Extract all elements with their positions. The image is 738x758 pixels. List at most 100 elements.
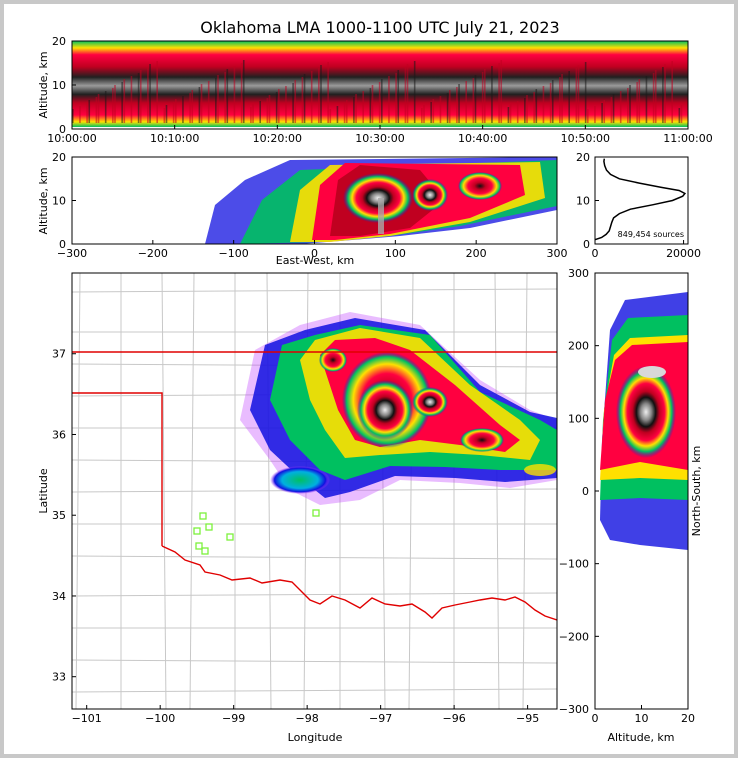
altitude-time-xtick-label: 10:50:00 xyxy=(561,132,610,145)
flash-streak xyxy=(484,69,486,123)
county-line xyxy=(72,555,557,560)
altitude-histogram-panel: 849,454 sources 0 20000 0 10 20 xyxy=(576,151,701,260)
plan-view-ylabel: Latitude xyxy=(37,468,50,514)
flash-streak xyxy=(165,105,168,123)
county-line xyxy=(72,659,557,664)
flash-streak xyxy=(662,67,664,123)
altitude-eastwest-ylabel: Altitude, km xyxy=(37,167,50,234)
plan-view-ytick-label: 34 xyxy=(52,590,66,603)
plan-view-ytick-label: 36 xyxy=(52,428,66,441)
flash-streak xyxy=(526,95,528,123)
flash-streak xyxy=(577,65,580,123)
altitude-eastwest-xtick-label: 100 xyxy=(385,247,406,260)
altitude-eastwest-xtick-label: −200 xyxy=(138,247,168,260)
flash-streak xyxy=(362,91,364,123)
county-line xyxy=(494,273,500,709)
altitude-eastwest-xtick-label: 300 xyxy=(547,247,568,260)
northsouth-altitude-ytick-label: 100 xyxy=(568,412,589,425)
flash-streak xyxy=(266,98,269,123)
county-line xyxy=(72,592,557,597)
flash-streak xyxy=(369,88,372,123)
flash-streak xyxy=(481,72,484,123)
flash-streak xyxy=(430,102,432,123)
flash-streak xyxy=(603,100,606,123)
county-line xyxy=(72,688,557,693)
altitude-time-panel: 10:00:00 10:10:00 10:20:00 10:30:00 10:40:00… xyxy=(37,35,713,145)
altitude-eastwest-ytick-label: 0 xyxy=(59,238,66,251)
flash-streak xyxy=(654,70,657,123)
flash-streak xyxy=(432,99,435,123)
flash-streak xyxy=(627,88,629,123)
flash-streak xyxy=(500,60,503,123)
flash-streak xyxy=(516,101,519,123)
altitude-time-density xyxy=(72,41,688,129)
northsouth-altitude-ytick-label: 300 xyxy=(568,267,589,280)
plan-view-xtick-label: −96 xyxy=(443,712,466,725)
flash-streak xyxy=(619,91,622,123)
flash-streak xyxy=(200,84,203,123)
altitude-time-ylabel: Altitude, km xyxy=(37,51,50,118)
plan-view-xtick-label: −100 xyxy=(145,712,175,725)
flash-streak xyxy=(217,75,219,123)
flash-streak xyxy=(448,90,451,123)
flash-streak xyxy=(224,72,226,123)
lma-station-marker xyxy=(193,527,201,535)
flash-streak xyxy=(198,87,201,123)
flash-streak xyxy=(240,63,243,123)
flash-streak xyxy=(680,105,683,123)
flash-streak xyxy=(535,89,538,123)
county-line xyxy=(522,273,528,709)
flash-streak xyxy=(638,79,641,123)
flash-streak xyxy=(381,79,383,123)
northsouth-altitude-xtick-label: 20 xyxy=(681,712,695,725)
plan-view-xtick-label: −97 xyxy=(369,712,392,725)
altitude-eastwest-xtick-label: 0 xyxy=(311,247,318,260)
flash-streak xyxy=(130,76,133,123)
altitude-eastwest-xlabel: East-West, km xyxy=(276,254,354,267)
flash-streak xyxy=(397,70,400,123)
flash-streak xyxy=(242,60,245,123)
flash-streak xyxy=(233,66,236,123)
altitude-eastwest-panel: −300 −200 −100 0 100 200 300 0 10 20 Altitude, km… xyxy=(37,151,568,267)
flash-streak xyxy=(175,99,177,123)
plan-view-map xyxy=(72,273,557,709)
flash-streak xyxy=(114,85,116,123)
flash-streak xyxy=(559,77,561,123)
northsouth-altitude-ytick-label: −100 xyxy=(559,558,589,571)
flash-streak xyxy=(610,97,613,123)
flash-streak xyxy=(95,97,98,123)
flash-streak xyxy=(303,74,306,123)
plan-view-xtick-label: −99 xyxy=(222,712,245,725)
source-count-annotation: 849,454 sources xyxy=(618,230,684,239)
altitude-eastwest-xtick-label: −300 xyxy=(57,247,87,260)
flash-streak xyxy=(388,76,390,123)
flash-streak xyxy=(371,85,374,123)
lma-station-marker xyxy=(205,523,213,531)
flash-streak xyxy=(465,81,467,123)
plan-view-panel: −101 −100 −99 −98 −97 −96 −95 33 34 35 36 37 Latitu… xyxy=(37,272,558,744)
flash-streak xyxy=(79,106,81,123)
altitude-time-xtick-label: 10:00:00 xyxy=(47,132,96,145)
flash-streak xyxy=(318,68,320,123)
flash-streak xyxy=(343,103,346,123)
flash-streak xyxy=(551,80,554,123)
flash-streak xyxy=(172,102,175,123)
flash-streak xyxy=(507,107,510,123)
flash-streak xyxy=(137,73,140,123)
altitude-time-ytick-label: 10 xyxy=(52,79,66,92)
flash-streak xyxy=(629,85,631,123)
flash-streak xyxy=(509,104,512,123)
altitude-time-ytick-label: 0 xyxy=(59,123,66,136)
figure-title: Oklahoma LMA 1000-1100 UTC July 21, 2023 xyxy=(200,18,559,37)
flash-streak xyxy=(423,105,425,123)
flash-streak xyxy=(149,64,151,123)
altitude-time-ytick-label: 20 xyxy=(52,35,66,48)
flash-streak xyxy=(612,94,615,123)
flash-streak xyxy=(182,96,184,123)
altitude-time-xtick-label: 10:30:00 xyxy=(355,132,404,145)
flash-streak xyxy=(561,74,563,123)
flash-streak xyxy=(259,101,261,123)
flash-streak xyxy=(439,96,442,123)
altitude-time-xtick-label: 10:40:00 xyxy=(458,132,507,145)
